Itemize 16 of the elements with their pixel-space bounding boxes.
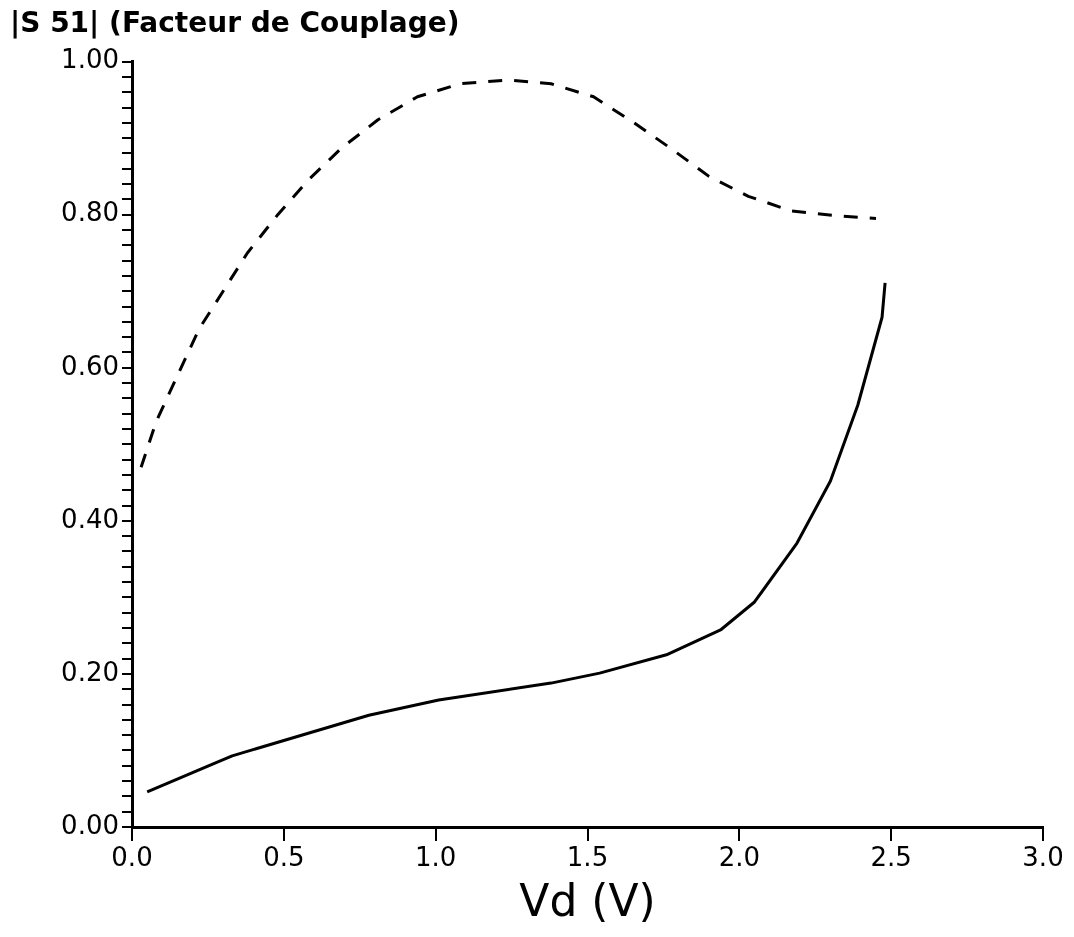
y-tick-label: 0.20 [61,656,119,687]
x-tick-label: 0.0 [111,842,153,873]
chart-title: |S 51| (Facteur de Couplage) [10,6,460,40]
x-tick-label: 2.0 [718,842,761,873]
y-tick-label: 0.00 [61,809,119,840]
x-tick-label: 2.5 [870,842,912,873]
x-tick-label: 0.5 [263,842,305,873]
x-tick-label: 1.5 [566,842,609,873]
line-series [139,78,878,469]
x-tick-label: 3.0 [1022,842,1064,873]
x-tick-label: 1.0 [414,842,457,873]
x-axis-title: Vd (V) [519,875,656,927]
y-tick-label: 0.40 [61,503,119,534]
y-tick-label: 0.80 [61,197,119,228]
y-tick-label: 0.60 [61,350,119,381]
y-tick-label: 1.00 [61,44,119,75]
